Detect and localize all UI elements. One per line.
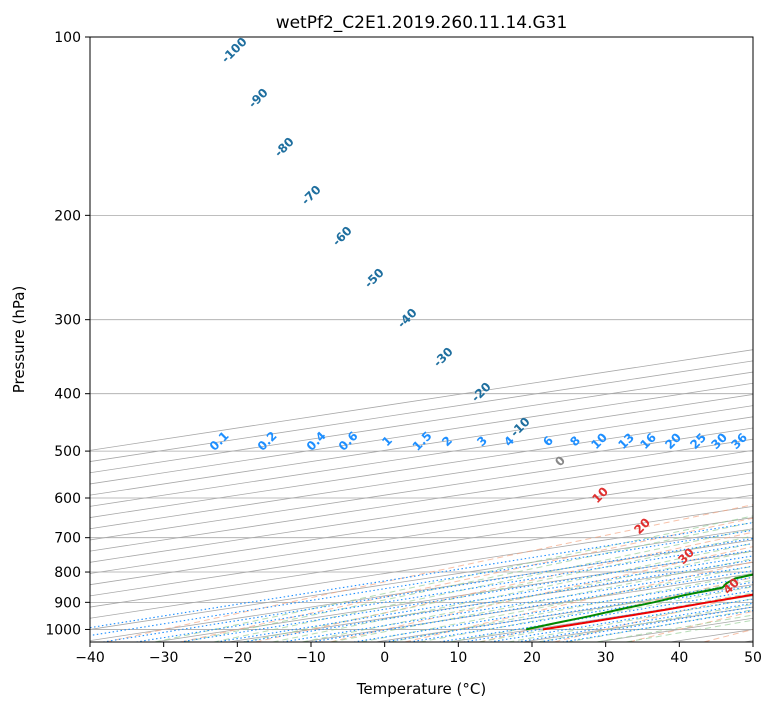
- x-tick-label: 30: [597, 650, 615, 666]
- y-tick-label: 200: [54, 208, 81, 224]
- x-axis-label: Temperature (°C): [356, 680, 486, 698]
- x-tick-label: −40: [75, 650, 105, 666]
- y-tick-label: 500: [54, 444, 81, 460]
- y-tick-label: 100: [54, 30, 81, 46]
- y-tick-label: 800: [54, 565, 81, 581]
- x-tick-label: 10: [449, 650, 467, 666]
- y-tick-label: 900: [54, 595, 81, 611]
- chart-title: wetPf2_C2E1.2019.260.11.14.G31: [276, 13, 568, 33]
- y-tick-label: 600: [54, 491, 81, 507]
- y-tick-label: 700: [54, 531, 81, 547]
- y-tick-label: 300: [54, 313, 81, 329]
- x-tick-label: −30: [149, 650, 179, 666]
- x-tick-label: 50: [744, 650, 762, 666]
- x-tick-label: −10: [296, 650, 326, 666]
- y-tick-label: 1000: [45, 622, 81, 638]
- x-tick-label: −20: [223, 650, 253, 666]
- x-tick-label: 20: [523, 650, 541, 666]
- x-tick-label: 0: [380, 650, 389, 666]
- y-tick-label: 400: [54, 387, 81, 403]
- x-tick-label: 40: [670, 650, 688, 666]
- y-axis-label: Pressure (hPa): [10, 286, 28, 394]
